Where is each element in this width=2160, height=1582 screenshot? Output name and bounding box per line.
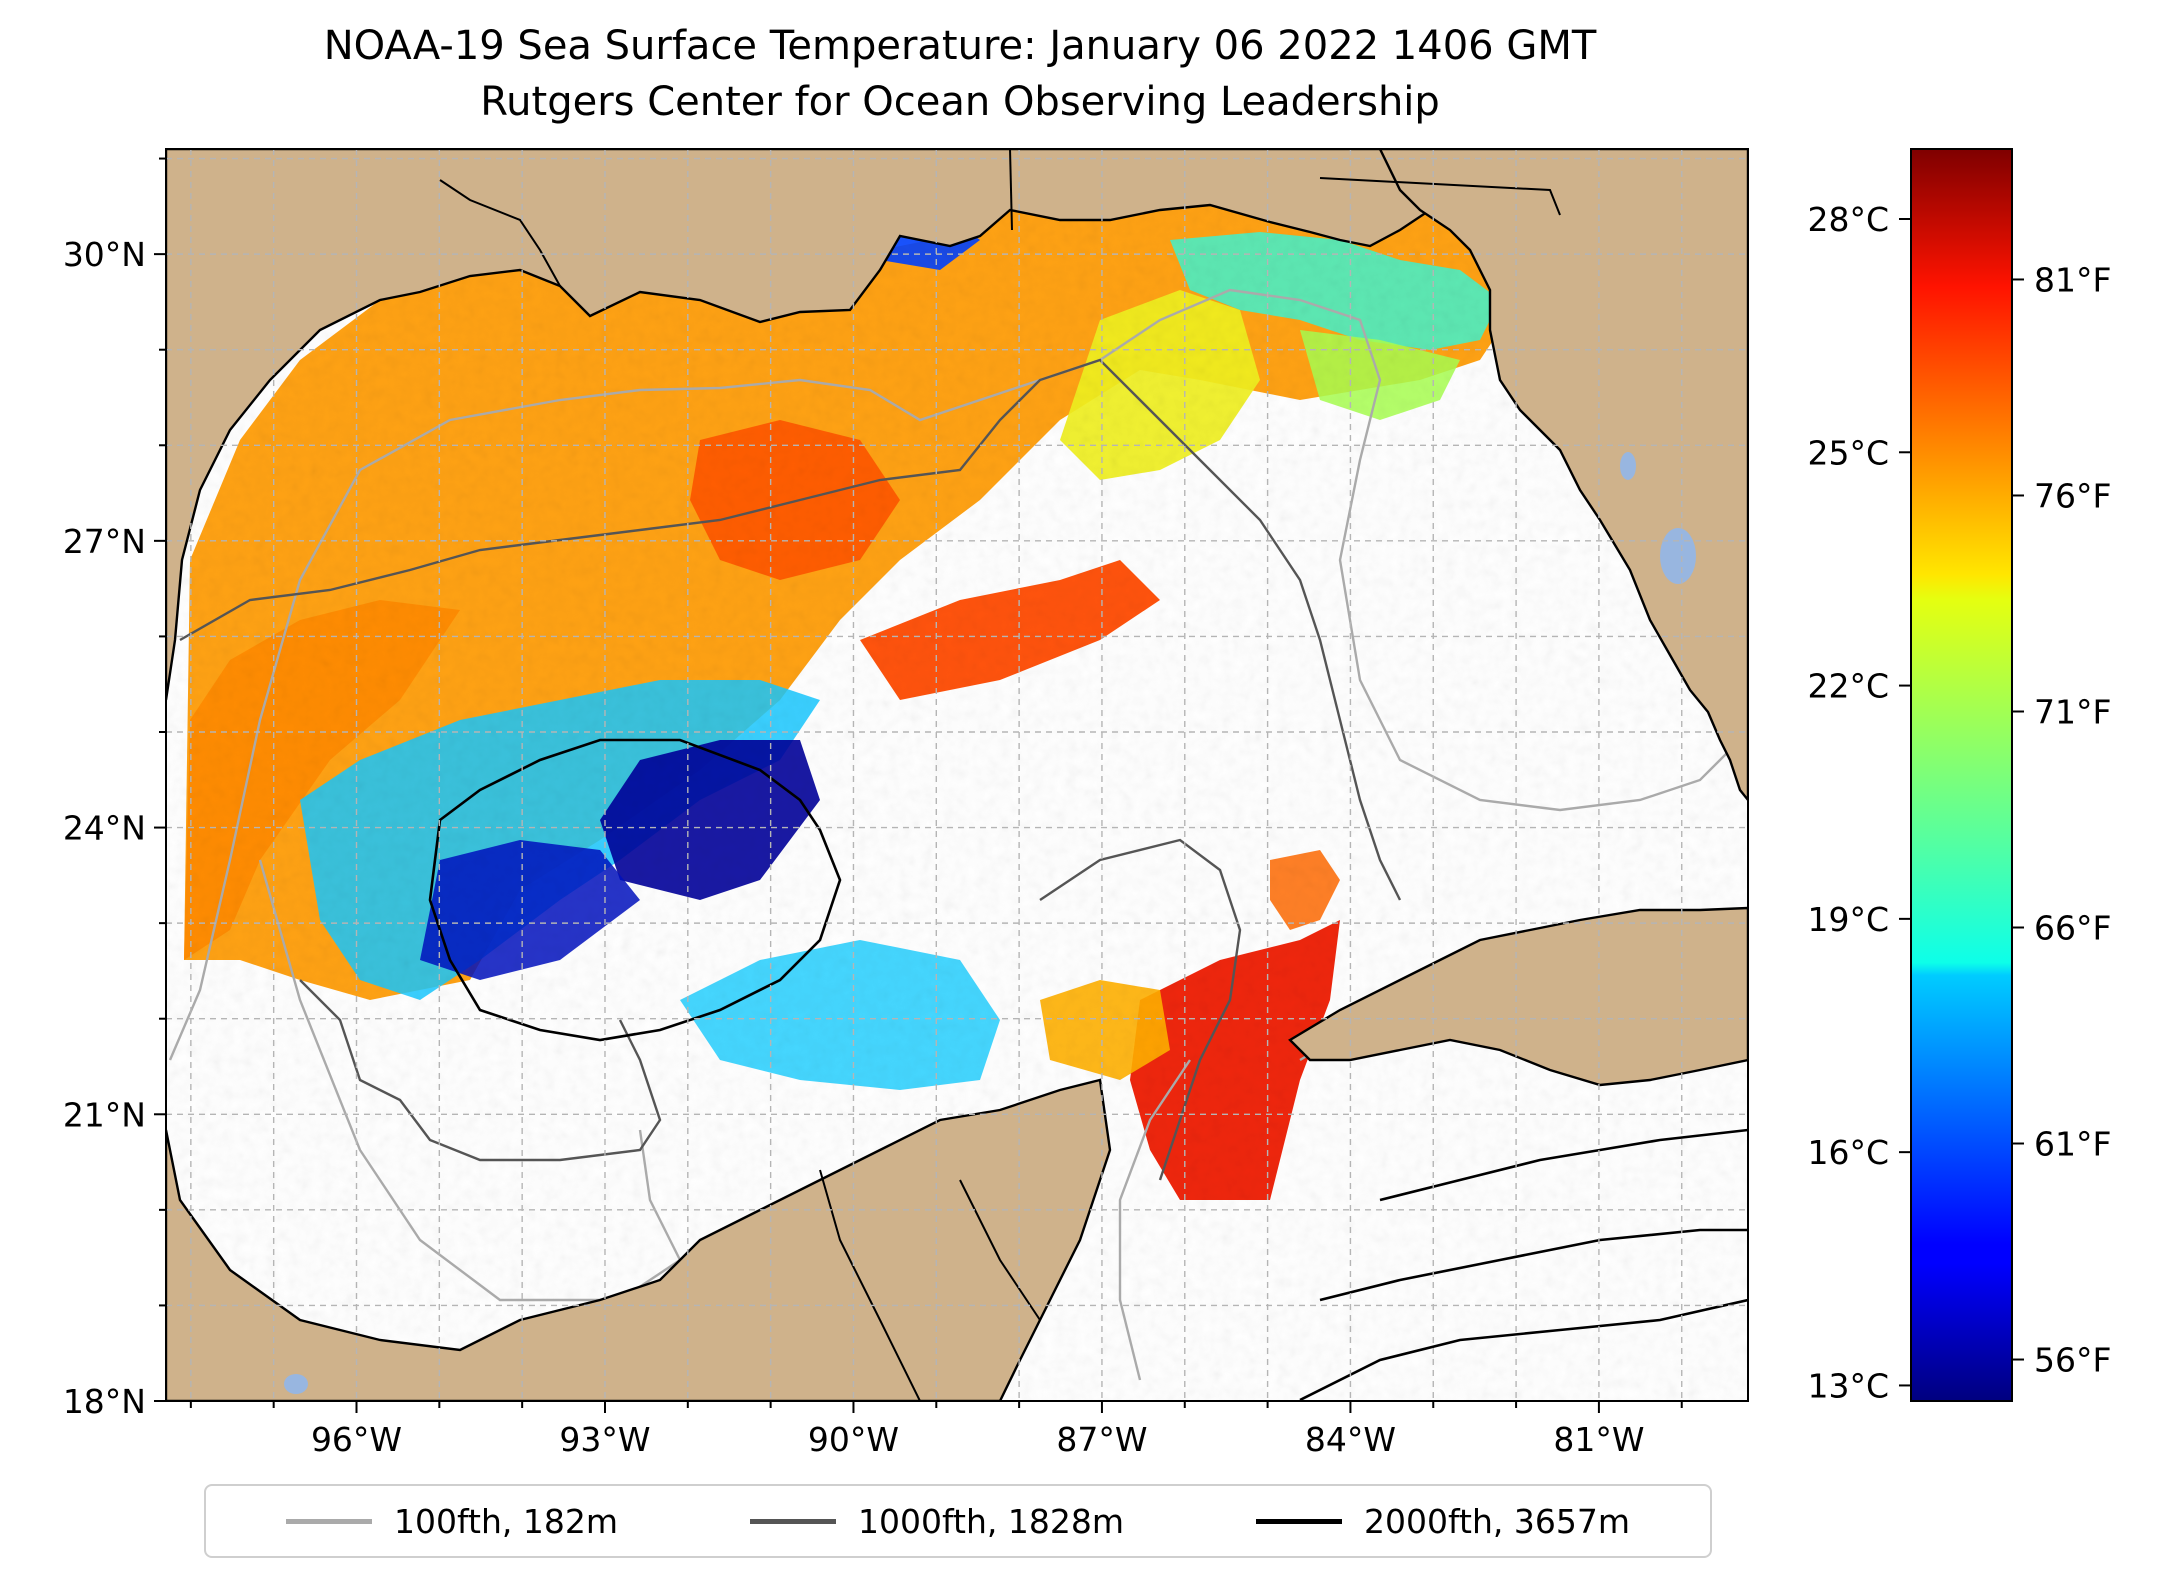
map-subtitle: Rutgers Center for Ocean Observing Leade… [480,79,1440,125]
colorbar: 28°C 25°C 22°C 19°C 16°C 13°C 81°F 76°F 71°F 66°… [1807,148,2111,1405]
legend-label-1000fth: 1000fth, 1828m [858,1501,1124,1541]
land [166,149,1748,1401]
lon-tick-label: 93°W [559,1420,650,1459]
legend-label-100fth: 100fth, 182m [394,1501,618,1541]
lon-tick-label: 81°W [1553,1420,1644,1459]
colorbar-fahrenheit-label: 66°F [2034,909,2111,948]
colorbar-fahrenheit-label: 61°F [2034,1125,2111,1164]
longitude-axis: 96°W 93°W 90°W 87°W 84°W 81°W [189,1401,1683,1459]
colorbar-fahrenheit-label: 76°F [2034,476,2111,515]
legend-item-100fth: 100fth, 182m [286,1502,618,1541]
colorbar-celsius-label: 28°C [1807,200,1889,239]
legend-line-100fth [286,1518,372,1524]
contour-2000fth [428,738,1748,1401]
legend-item-1000fth: 1000fth, 1828m [750,1502,1124,1541]
sst-swath [166,149,1748,1401]
latitude-axis: 30°N 27°N 24°N 21°N 18°N [63,157,166,1421]
colorbar-fahrenheit-axis: 81°F 76°F 71°F 66°F 61°F 56°F [2012,260,2111,1380]
colorbar-celsius-label: 22°C [1807,667,1889,706]
lat-tick-label: 21°N [63,1095,146,1134]
lat-tick-label: 18°N [63,1382,146,1421]
map-frame [165,148,1749,1402]
legend-item-2000fth: 2000fth, 3657m [1255,1501,1630,1541]
lon-tick-label: 84°W [1305,1420,1396,1459]
lat-tick-label: 27°N [63,522,146,561]
colorbar-fahrenheit-label: 56°F [2034,1341,2111,1380]
lon-tick-label: 96°W [311,1420,402,1459]
colorbar-celsius-axis: 28°C 25°C 22°C 19°C 16°C 13°C [1807,200,1911,1405]
lon-tick-label: 90°W [808,1420,899,1459]
borders [439,149,1561,1401]
colorbar-celsius-label: 13°C [1807,1366,1889,1405]
colorbar-celsius-label: 16°C [1807,1133,1889,1172]
colorbar-gradient [1910,148,2013,1402]
map-title: NOAA-19 Sea Surface Temperature: January… [323,23,1597,69]
colorbar-celsius-label: 25°C [1807,433,1889,472]
lon-tick-label: 87°W [1056,1420,1147,1459]
legend-label-2000fth: 2000fth, 3657m [1363,1501,1630,1541]
map-area [166,149,1748,1401]
legend-line-2000fth [1255,1518,1342,1524]
contour-legend: 100fth, 182m 1000fth, 1828m 2000fth, 365… [204,1484,1712,1558]
legend-line-1000fth [750,1518,836,1524]
water-bodies [284,452,1696,1394]
colorbar-fahrenheit-label: 71°F [2034,692,2111,731]
lat-tick-label: 24°N [63,809,146,848]
lat-tick-label: 30°N [63,235,146,274]
colorbar-celsius-label: 19°C [1807,900,1889,939]
colorbar-fahrenheit-label: 81°F [2034,260,2111,299]
